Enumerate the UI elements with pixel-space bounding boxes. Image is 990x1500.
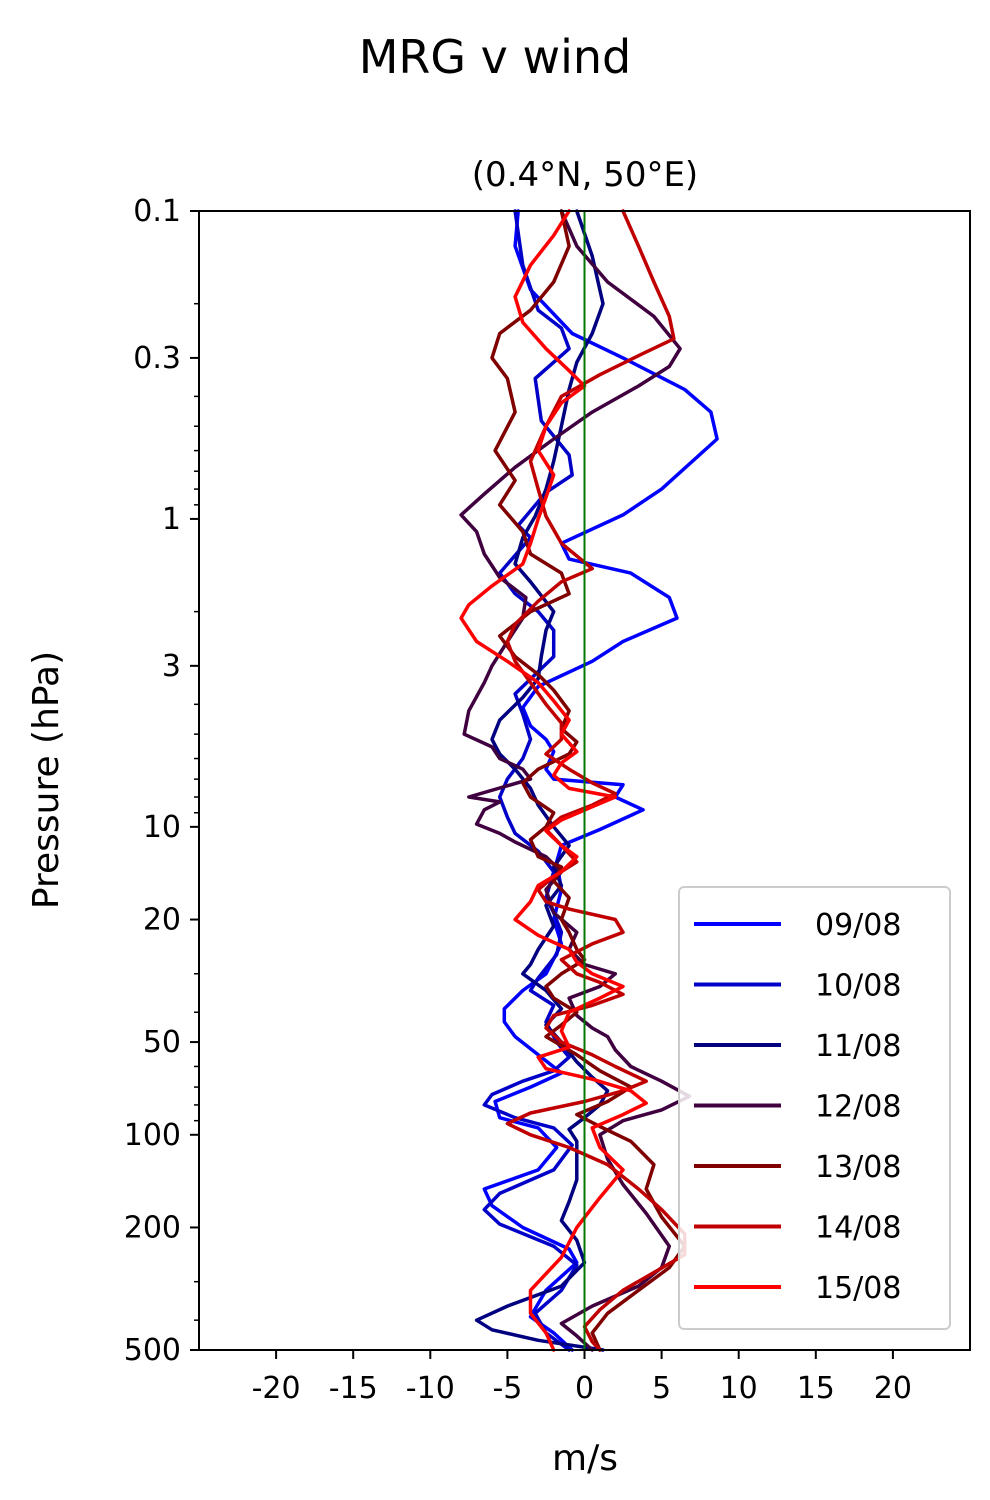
series-line-6 — [459, 209, 648, 1352]
x-tick-label: 0 — [575, 1371, 594, 1406]
legend-label: 14/08 — [815, 1211, 901, 1246]
y-tick-label: 1 — [162, 502, 181, 537]
y-axis-ticks: 0.1 0.3 1 3 10 20 50 100 200 500 — [124, 194, 199, 1368]
y-tick-label: 0.1 — [133, 194, 181, 229]
series-line-2 — [474, 209, 610, 1352]
legend-items: 09/08 10/08 11/08 12/08 13/08 14/08 15/08 — [694, 908, 901, 1306]
y-tick-label: 3 — [162, 649, 181, 684]
legend-label: 15/08 — [815, 1271, 901, 1306]
legend: 09/08 10/08 11/08 12/08 13/08 14/08 15/08 — [678, 886, 951, 1330]
y-tick-label: 500 — [124, 1333, 181, 1368]
y-tick-label: 10 — [143, 810, 181, 845]
x-tick-label: -5 — [492, 1371, 522, 1406]
y-tick-label: 20 — [143, 903, 181, 938]
x-tick-label: -15 — [329, 1371, 378, 1406]
legend-box — [678, 886, 951, 1330]
x-tick-label: 10 — [720, 1371, 758, 1406]
x-axis-ticks: -20 -15 -10 -5 0 5 10 15 20 — [252, 1350, 912, 1406]
y-axis-label: Pressure (hPa) — [26, 651, 67, 909]
x-tick-label: 15 — [797, 1371, 835, 1406]
x-tick-label: -20 — [252, 1371, 301, 1406]
series-layer — [459, 209, 719, 1352]
legend-label: 13/08 — [815, 1150, 901, 1185]
legend-label: 09/08 — [815, 908, 901, 943]
chart-title: MRG v wind — [359, 30, 632, 84]
x-tick-label: -10 — [406, 1371, 455, 1406]
y-tick-label: 200 — [124, 1210, 181, 1245]
y-tick-label: 0.3 — [133, 341, 181, 376]
series-line-5 — [505, 209, 687, 1352]
x-tick-label: 5 — [652, 1371, 671, 1406]
legend-label: 12/08 — [815, 1090, 901, 1125]
y-tick-label: 100 — [124, 1118, 181, 1153]
x-axis-label: m/s — [552, 1438, 618, 1479]
series-line-0 — [482, 209, 719, 1352]
chart-subtitle: (0.4°N, 50°E) — [472, 155, 698, 195]
legend-label: 11/08 — [815, 1029, 901, 1064]
y-tick-label: 50 — [143, 1025, 181, 1060]
series-line-3 — [459, 209, 692, 1352]
x-tick-label: 20 — [874, 1371, 912, 1406]
series-line-4 — [490, 209, 687, 1352]
legend-label: 10/08 — [815, 969, 901, 1004]
